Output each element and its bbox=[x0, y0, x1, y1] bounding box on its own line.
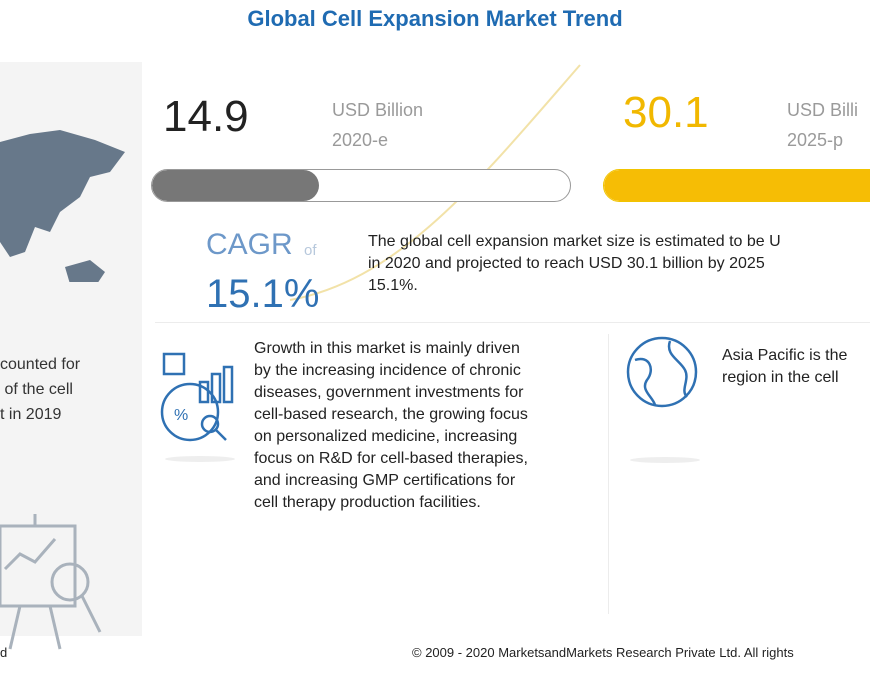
page-title: Global Cell Expansion Market Trend bbox=[247, 6, 623, 31]
unit-2020: USD Billion bbox=[332, 100, 424, 120]
trend-curve-decoration bbox=[289, 64, 581, 301]
footer-copyright: © 2009 - 2020 MarketsandMarkets Research… bbox=[412, 645, 794, 660]
world-map-icon bbox=[0, 130, 125, 282]
left-panel: counted for of the cell t in 2019 bbox=[0, 62, 142, 650]
cagr-value: 15.1% bbox=[206, 272, 320, 316]
cagr-of: of bbox=[304, 242, 317, 259]
chart-presentation-icon bbox=[0, 514, 102, 650]
progress-bar-2020 bbox=[151, 169, 571, 202]
unit-2025: USD Billi bbox=[787, 100, 859, 120]
left-text: counted for of the cell t in 2019 bbox=[0, 356, 81, 423]
globe-icon bbox=[626, 336, 700, 463]
value-2020: 14.9 bbox=[163, 92, 249, 141]
analytics-icon: % bbox=[160, 352, 235, 462]
year-2025: 2025-p bbox=[787, 130, 844, 150]
progress-fill-2025 bbox=[604, 170, 870, 201]
cagr-label: CAGR bbox=[206, 228, 293, 261]
progress-fill-2020 bbox=[152, 170, 320, 201]
divider bbox=[155, 322, 870, 323]
divider-vertical bbox=[608, 334, 609, 614]
progress-bar-2025 bbox=[603, 169, 870, 202]
market-summary: The global cell expansion market size is… bbox=[368, 233, 781, 294]
growth-drivers-text: Growth in this market is mainly driven b… bbox=[254, 340, 528, 511]
asia-pacific-text: Asia Pacific is the region in the cell bbox=[722, 347, 848, 386]
value-2025: 30.1 bbox=[623, 88, 709, 137]
footer-left: d bbox=[0, 645, 8, 660]
year-2020: 2020-e bbox=[332, 130, 389, 150]
svg-text:%: % bbox=[174, 407, 188, 424]
